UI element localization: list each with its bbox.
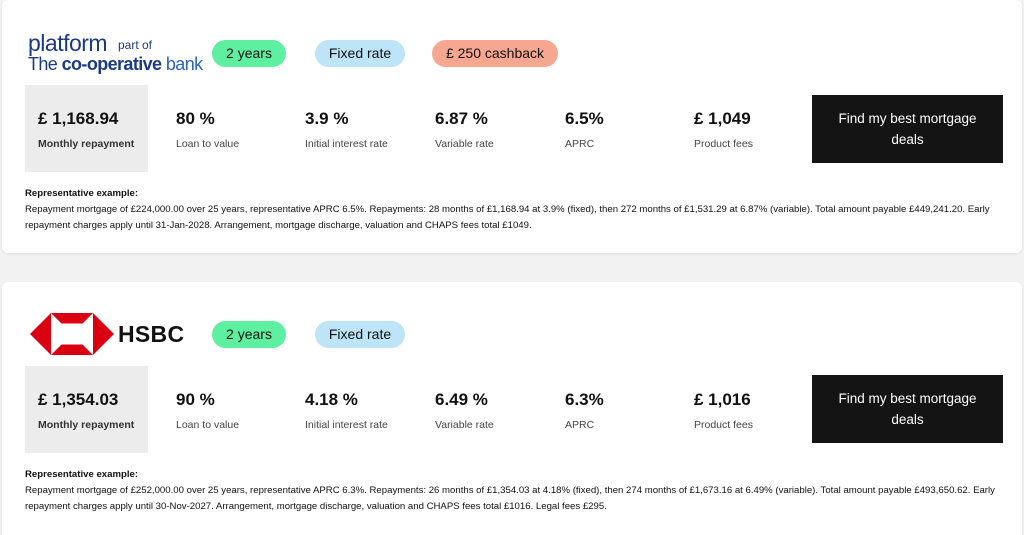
aprc-label: APRC <box>565 419 595 431</box>
monthly-repayment-label: Monthly repayment <box>38 419 135 431</box>
tag-cashback: £ 250 cashback <box>432 40 558 67</box>
find-best-deals-button[interactable]: Find my best mortgage deals <box>812 95 1003 163</box>
platform-logo-partof: part of <box>118 38 153 52</box>
platform-coop-logo: platform part of The co-operative bank <box>28 30 203 74</box>
hsbc-logo-word: HSBC <box>118 321 185 347</box>
platform-logo-word: platform <box>28 30 108 56</box>
aprc-label: APRC <box>565 138 595 150</box>
representative-example: Representative example: Repayment mortga… <box>25 186 1010 234</box>
tag-term: 2 years <box>212 321 286 348</box>
tag-rate-type: Fixed rate <box>315 40 405 67</box>
initial-rate-value: 3.9 % <box>305 109 349 128</box>
monthly-repayment-label: Monthly repayment <box>38 138 135 150</box>
initial-rate-value: 4.18 % <box>305 390 358 409</box>
initial-rate-label: Initial interest rate <box>305 138 388 150</box>
aprc-value: 6.5% <box>565 109 604 128</box>
mortgage-card-hsbc: HSBC 2 years Fixed rate £ 1,354.03 Month… <box>2 282 1022 535</box>
variable-rate-value: 6.87 % <box>435 109 488 128</box>
tag-term: 2 years <box>212 40 286 67</box>
monthly-repayment-value: £ 1,354.03 <box>38 390 119 409</box>
find-best-deals-button[interactable]: Find my best mortgage deals <box>812 375 1003 443</box>
representative-example-text: Repayment mortgage of £224,000.00 over 2… <box>25 204 990 231</box>
variable-rate-value: 6.49 % <box>435 390 488 409</box>
ltv-label: Loan to value <box>176 138 240 150</box>
product-fees-label: Product fees <box>694 419 753 431</box>
monthly-repayment-value: £ 1,168.94 <box>38 109 119 128</box>
monthly-repayment-box: £ 1,354.03 Monthly repayment <box>25 366 148 453</box>
mortgage-card-platform: platform part of The co-operative bank 2… <box>2 0 1022 253</box>
aprc-value: 6.3% <box>565 390 604 409</box>
coop-bank-logo-line: The co-operative bank <box>28 54 203 74</box>
tag-rate-type: Fixed rate <box>315 321 405 348</box>
monthly-repayment-box: £ 1,168.94 Monthly repayment <box>25 85 148 172</box>
representative-example-title: Representative example: <box>25 469 139 480</box>
representative-example: Representative example: Repayment mortga… <box>25 467 1010 515</box>
product-fees-label: Product fees <box>694 138 753 150</box>
hsbc-hexagon-icon <box>30 313 114 355</box>
product-fees-value: £ 1,016 <box>694 390 751 409</box>
variable-rate-label: Variable rate <box>435 419 494 431</box>
ltv-value: 90 % <box>176 390 215 409</box>
initial-rate-label: Initial interest rate <box>305 419 388 431</box>
ltv-value: 80 % <box>176 109 215 128</box>
representative-example-title: Representative example: <box>25 188 139 199</box>
representative-example-text: Repayment mortgage of £252,000.00 over 2… <box>25 485 995 512</box>
ltv-label: Loan to value <box>176 419 240 431</box>
hsbc-logo: HSBC <box>30 313 190 357</box>
variable-rate-label: Variable rate <box>435 138 494 150</box>
product-fees-value: £ 1,049 <box>694 109 751 128</box>
